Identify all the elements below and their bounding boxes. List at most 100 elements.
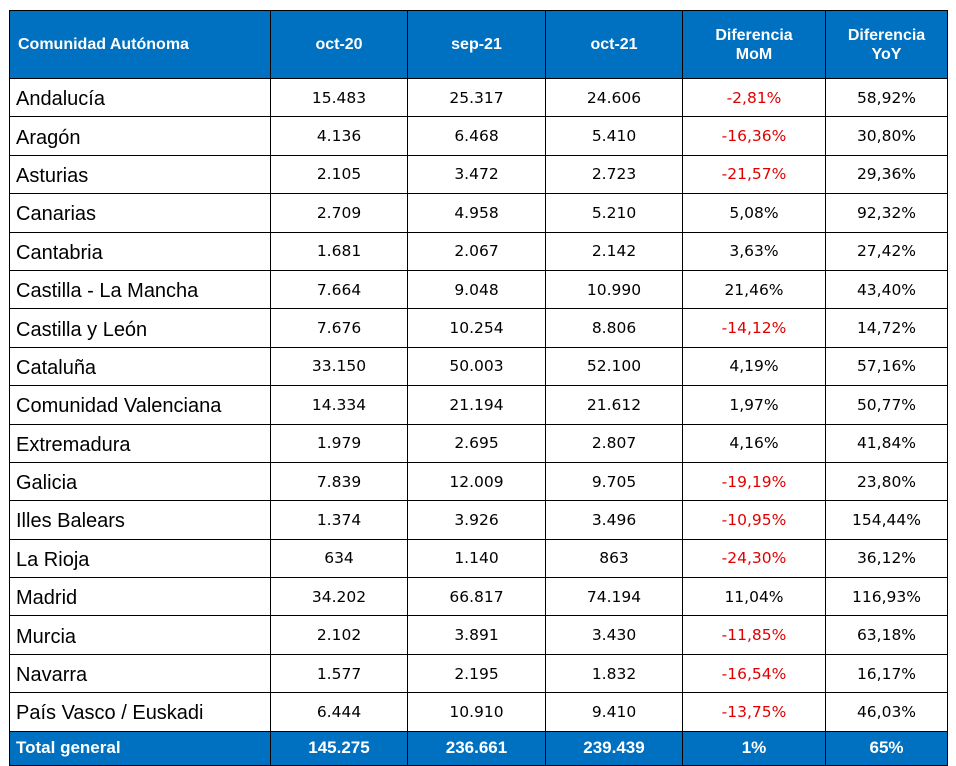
cell: 27,42% [825,231,948,271]
cell: 863 [545,538,683,579]
row-label: Madrid [9,577,271,617]
cell: 634 [270,538,408,579]
cell: 58,92% [825,77,948,118]
cell: -16,54% [682,653,826,694]
cell: 66.817 [407,577,546,617]
row-label: Murcia [9,615,271,655]
cell: -2,81% [682,77,826,118]
cell: 1.374 [270,500,408,540]
cell: 24.606 [545,77,683,118]
header-text: Diferencia MoM [715,26,793,63]
cell: 11,04% [682,577,826,617]
cell: 6.444 [270,692,408,732]
header-text: Diferencia YoY [847,26,926,63]
data-table: Comunidad Autónoma oct-20 sep-21 oct-21 Dife… [9,10,948,766]
row-label: Castilla y León [9,308,271,348]
cell: 52.100 [545,346,683,387]
cell: 2.709 [270,193,408,233]
cell: 29,36% [825,154,948,195]
table-row: Andalucía 15.483 25.317 24.606 -2,81% 58,92% [9,77,948,118]
header-row: Comunidad Autónoma oct-20 sep-21 oct-21 Dife… [9,10,948,79]
table-row: Illes Balears 1.374 3.926 3.496 -10,95% 154,4… [9,500,948,540]
cell: 4,16% [682,423,826,463]
cell: 2.142 [545,231,683,271]
cell: 43,40% [825,269,948,310]
cell: 145.275 [270,730,408,766]
cell: 74.194 [545,577,683,617]
cell: 6.468 [407,116,546,156]
header-cell: Diferencia MoM [682,10,826,79]
cell: 4,19% [682,346,826,387]
cell: 154,44% [825,500,948,540]
row-label: País Vasco / Euskadi [9,692,271,732]
header-cell: Comunidad Autónoma [9,10,271,79]
cell: 3.926 [407,500,546,540]
row-label: Navarra [9,653,271,694]
cell: 30,80% [825,116,948,156]
cell: 2.195 [407,653,546,694]
row-label: La Rioja [9,538,271,579]
table-row: Canarias 2.709 4.958 5.210 5,08% 92,32% [9,193,948,233]
cell: 2.695 [407,423,546,463]
cell: 7.839 [270,461,408,502]
header-cell: oct-21 [545,10,683,79]
cell: 5,08% [682,193,826,233]
table-row: Madrid 34.202 66.817 74.194 11,04% 116,93% [9,577,948,617]
table-row: País Vasco / Euskadi 6.444 10.910 9.410 -13,… [9,692,948,732]
row-label: Canarias [9,193,271,233]
table-row: Navarra 1.577 2.195 1.832 -16,54% 16,17% [9,653,948,694]
row-label: Total general [9,730,271,766]
cell: 65% [825,730,948,766]
table-row: Castilla y León 7.676 10.254 8.806 -14,12% 14… [9,308,948,348]
cell: 8.806 [545,308,683,348]
cell: -24,30% [682,538,826,579]
cell: 3.430 [545,615,683,655]
cell: 239.439 [545,730,683,766]
cell: 1.979 [270,423,408,463]
cell: 7.664 [270,269,408,310]
header-text: oct-20 [315,35,363,53]
cell: 4.136 [270,116,408,156]
table-body: Andalucía 15.483 25.317 24.606 -2,81% 58,92% A… [9,77,948,766]
cell: 5.210 [545,193,683,233]
cell: 2.067 [407,231,546,271]
cell: 1.577 [270,653,408,694]
cell: 10.990 [545,269,683,310]
cell: 14.334 [270,385,408,425]
row-label: Galicia [9,461,271,502]
cell: 1.681 [270,231,408,271]
cell: 12.009 [407,461,546,502]
cell: 23,80% [825,461,948,502]
cell: 1.832 [545,653,683,694]
row-label: Andalucía [9,77,271,118]
cell: 3.496 [545,500,683,540]
cell: 3.472 [407,154,546,195]
table-row: Cataluña 33.150 50.003 52.100 4,19% 57,16% [9,346,948,387]
table-row: Extremadura 1.979 2.695 2.807 4,16% 41,84% [9,423,948,463]
cell: 33.150 [270,346,408,387]
page: {"table": { "header": ["Comunidad Autóno… [9,10,948,766]
header-text: Comunidad Autónoma [18,35,189,53]
header-text: sep-21 [451,35,502,53]
row-label: Illes Balears [9,500,271,540]
table-row: Comunidad Valenciana 14.334 21.194 21.612 1,… [9,385,948,425]
cell: 3,63% [682,231,826,271]
cell: 5.410 [545,116,683,156]
cell: 1,97% [682,385,826,425]
cell: 50,77% [825,385,948,425]
cell: 4.958 [407,193,546,233]
cell: -14,12% [682,308,826,348]
header-cell: oct-20 [270,10,408,79]
total-row: Total general 145.275 236.661 239.439 1% 65% [9,730,948,766]
row-label: Cataluña [9,346,271,387]
table-row: Murcia 2.102 3.891 3.430 -11,85% 63,18% [9,615,948,655]
cell: 14,72% [825,308,948,348]
header-text: oct-21 [590,35,638,53]
cell: 57,16% [825,346,948,387]
cell: 50.003 [407,346,546,387]
cell: 10.254 [407,308,546,348]
cell: 7.676 [270,308,408,348]
cell: 34.202 [270,577,408,617]
cell: 2.105 [270,154,408,195]
cell: 116,93% [825,577,948,617]
